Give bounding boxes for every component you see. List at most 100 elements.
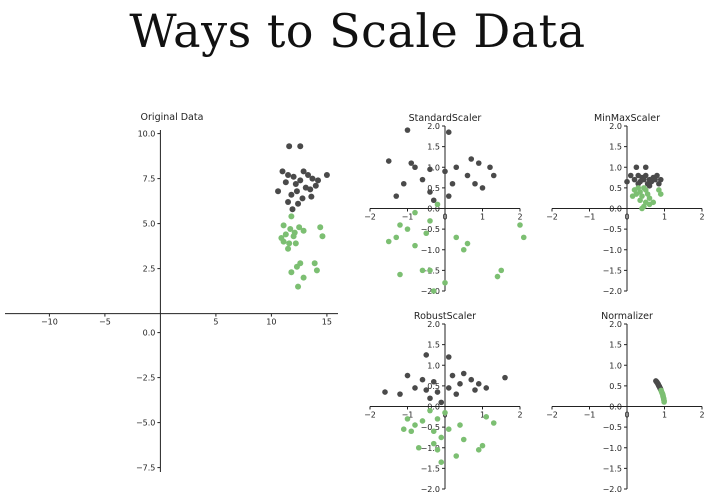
chart-title: Normalizer bbox=[601, 311, 653, 322]
point-cluster-b bbox=[661, 399, 667, 405]
point-cluster-b bbox=[427, 218, 433, 224]
point-cluster-a bbox=[464, 172, 471, 179]
point-cluster-a bbox=[423, 387, 430, 393]
point-cluster-b bbox=[313, 267, 320, 274]
point-cluster-a bbox=[297, 143, 304, 150]
point-cluster-b bbox=[490, 420, 497, 426]
point-cluster-a bbox=[427, 189, 433, 195]
y-tick-label: 2.0 bbox=[609, 320, 622, 329]
point-cluster-a bbox=[642, 164, 649, 171]
point-cluster-b bbox=[646, 195, 653, 201]
y-tick-label: 0.0 bbox=[609, 205, 622, 214]
point-cluster-b bbox=[311, 260, 318, 267]
point-cluster-a bbox=[308, 193, 315, 200]
y-tick-label: 2.0 bbox=[427, 122, 440, 131]
point-cluster-b bbox=[457, 422, 463, 428]
point-cluster-b bbox=[288, 213, 295, 220]
point-cluster-a bbox=[408, 160, 415, 166]
point-cluster-a bbox=[397, 391, 403, 397]
point-cluster-b bbox=[292, 240, 299, 247]
y-tick-label: 1.0 bbox=[609, 163, 622, 172]
y-tick-label: 0.5 bbox=[427, 184, 440, 193]
point-cluster-b bbox=[280, 238, 287, 245]
y-tick-label: −0.5 bbox=[421, 423, 440, 432]
chart-0: Original Data −10 −5 5 10 15 2.5 5.0 7.5 10.0 0.0 −… bbox=[5, 112, 338, 473]
point-cluster-a bbox=[434, 389, 441, 395]
point-cluster-b bbox=[400, 426, 407, 432]
x-tick-label: −1 bbox=[402, 213, 414, 222]
point-cluster-b bbox=[445, 426, 452, 432]
point-cluster-a bbox=[652, 176, 658, 183]
y-tick-label: 0.0 bbox=[609, 403, 622, 412]
y-tick-label: 1.5 bbox=[609, 341, 622, 350]
point-cluster-a bbox=[460, 370, 467, 377]
point-cluster-b bbox=[483, 414, 490, 420]
point-cluster-b bbox=[280, 222, 287, 229]
point-cluster-a bbox=[427, 166, 433, 173]
y-tick-label: −2.0 bbox=[603, 485, 622, 494]
y-tick-label: −1.5 bbox=[603, 266, 622, 275]
point-cluster-b bbox=[646, 201, 653, 208]
point-cluster-b bbox=[442, 409, 448, 416]
point-cluster-a bbox=[442, 168, 448, 175]
x-tick-label: −5 bbox=[99, 318, 111, 327]
y-tick-label: −2.0 bbox=[421, 287, 440, 296]
y-tick-label: 1.5 bbox=[427, 341, 440, 350]
point-cluster-a bbox=[295, 200, 302, 207]
y-tick-label: 1.0 bbox=[609, 361, 622, 370]
point-cluster-b bbox=[317, 224, 324, 231]
point-cluster-a bbox=[419, 176, 426, 183]
point-cluster-a bbox=[624, 178, 630, 185]
point-cluster-a bbox=[483, 385, 490, 391]
point-cluster-a bbox=[404, 372, 411, 379]
x-tick-label: −10 bbox=[41, 318, 58, 327]
point-cluster-b bbox=[285, 245, 292, 252]
point-cluster-a bbox=[393, 193, 400, 199]
point-cluster-a bbox=[646, 183, 653, 189]
chart-title: StandardScaler bbox=[409, 113, 482, 124]
point-cluster-b bbox=[419, 418, 426, 424]
point-cluster-a bbox=[427, 395, 433, 402]
point-cluster-a bbox=[300, 168, 307, 175]
point-cluster-b bbox=[412, 422, 418, 428]
point-cluster-b bbox=[419, 267, 426, 274]
point-cluster-b bbox=[385, 238, 392, 245]
y-tick-label: 1.5 bbox=[427, 143, 440, 152]
y-tick-label: −0.5 bbox=[603, 225, 622, 234]
point-cluster-a bbox=[453, 391, 460, 397]
chart-title: MinMaxScaler bbox=[594, 113, 660, 124]
chart-2: MinMaxScaler −2 −1 0 1 2 2.0 1.5 1.0 0.5 0.0 −0.5 −1… bbox=[546, 113, 704, 296]
point-cluster-b bbox=[460, 436, 467, 443]
y-tick-label: 0.5 bbox=[427, 382, 440, 391]
point-cluster-a bbox=[315, 177, 322, 184]
point-cluster-a bbox=[656, 180, 662, 187]
point-cluster-a bbox=[404, 127, 411, 133]
point-cluster-b bbox=[438, 434, 445, 441]
x-tick-label: 2 bbox=[517, 411, 522, 420]
y-tick-label: −2.0 bbox=[603, 287, 622, 296]
point-cluster-b bbox=[296, 224, 303, 231]
point-cluster-a bbox=[472, 387, 478, 393]
point-cluster-a bbox=[385, 158, 392, 164]
chart-4: Normalizer −2 −1 0 1 2 2.0 1.5 1.0 0.5 0.0 −0.5 −1.0… bbox=[546, 311, 704, 494]
point-cluster-b bbox=[520, 234, 527, 241]
point-cluster-a bbox=[631, 176, 638, 183]
point-cluster-b bbox=[434, 447, 441, 453]
x-tick-label: −2 bbox=[364, 411, 376, 420]
point-cluster-a bbox=[430, 197, 437, 204]
point-cluster-a bbox=[293, 188, 300, 195]
point-cluster-b bbox=[295, 283, 302, 290]
point-cluster-b bbox=[639, 205, 645, 212]
y-tick-label: 0.5 bbox=[609, 184, 622, 193]
point-cluster-a bbox=[412, 385, 418, 391]
y-tick-label: −1.5 bbox=[421, 464, 440, 473]
point-cluster-b bbox=[494, 273, 501, 280]
point-cluster-a bbox=[305, 172, 312, 178]
point-cluster-a bbox=[290, 173, 297, 180]
x-tick-label: −2 bbox=[546, 411, 558, 420]
y-tick-label: −0.5 bbox=[421, 225, 440, 234]
point-cluster-b bbox=[397, 222, 403, 228]
point-cluster-a bbox=[289, 206, 296, 213]
point-cluster-b bbox=[430, 428, 437, 435]
point-cluster-a bbox=[312, 182, 319, 189]
